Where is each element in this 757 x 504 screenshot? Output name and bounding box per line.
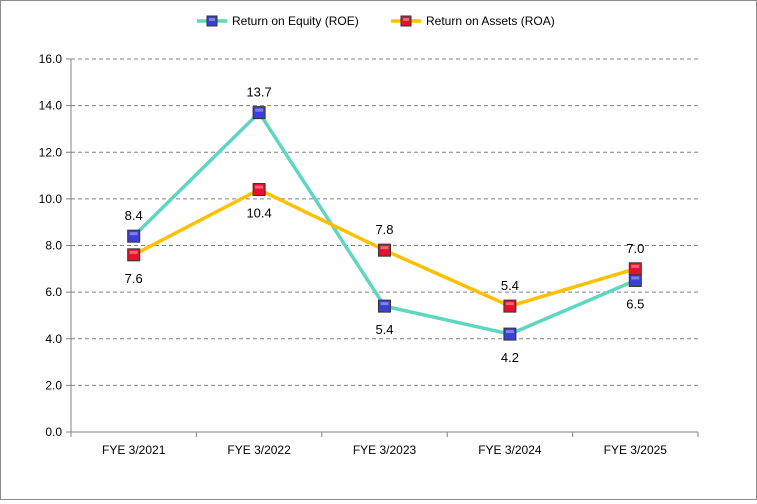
- y-tick-label: 2.0: [45, 378, 62, 392]
- data-label-roe: 6.5: [626, 296, 644, 311]
- x-tick-label: FYE 3/2024: [478, 443, 542, 457]
- data-point-roe: [252, 106, 266, 120]
- y-tick-label: 14.0: [39, 99, 63, 113]
- data-label-roe: 5.4: [375, 322, 393, 337]
- legend-label: Return on Assets (ROA): [426, 14, 555, 28]
- x-tick-label: FYE 3/2022: [227, 443, 291, 457]
- x-tick-label: FYE 3/2021: [102, 443, 166, 457]
- data-point-roa: [252, 183, 266, 197]
- data-label-roa: 5.4: [501, 278, 519, 293]
- legend-item-roa: Return on Assets (ROA): [391, 14, 555, 28]
- y-tick-label: 0.0: [45, 425, 62, 439]
- series-lines: [127, 106, 642, 341]
- legend-marker: [400, 15, 412, 27]
- y-tick-label: 4.0: [45, 332, 62, 346]
- data-point-roa: [378, 243, 391, 257]
- legend: Return on Equity (ROE) Return on Assets (…: [197, 14, 555, 28]
- data-point-roe: [628, 273, 642, 287]
- data-point-roe: [503, 327, 517, 341]
- x-tick-label: FYE 3/2023: [353, 443, 417, 457]
- data-point-roa: [503, 299, 517, 313]
- data-point-roa: [628, 262, 642, 276]
- data-label-roa: 7.0: [626, 241, 644, 256]
- data-point-roe: [127, 229, 141, 243]
- data-label-roa: 10.4: [246, 206, 271, 221]
- axes: 0.0 2.0 4.0 6.0 8.0 10.0 12.0 14.0 16.0 FYE 3/202…: [39, 52, 699, 457]
- y-tick-label: 12.0: [39, 145, 63, 159]
- data-label-roa: 7.6: [125, 271, 143, 286]
- data-label-roa: 7.8: [375, 222, 393, 237]
- y-tick-label: 10.0: [39, 192, 63, 206]
- data-point-roe: [378, 299, 391, 313]
- legend-marker: [206, 15, 218, 27]
- data-label-roe: 8.4: [125, 208, 143, 223]
- x-tick-label: FYE 3/2025: [604, 443, 668, 457]
- data-point-roa: [127, 248, 141, 262]
- data-label-roe: 13.7: [246, 85, 271, 100]
- y-tick-label: 6.0: [45, 285, 62, 299]
- y-tick-label: 16.0: [39, 52, 63, 66]
- data-label-roe: 4.2: [501, 350, 519, 365]
- data-labels: 8.4 13.7 5.4 4.2 6.5 7.6 10.4 7.8 5.4 7.0: [125, 85, 645, 365]
- legend-label: Return on Equity (ROE): [232, 14, 359, 28]
- legend-item-roe: Return on Equity (ROE): [197, 14, 359, 28]
- y-tick-label: 8.0: [45, 239, 62, 253]
